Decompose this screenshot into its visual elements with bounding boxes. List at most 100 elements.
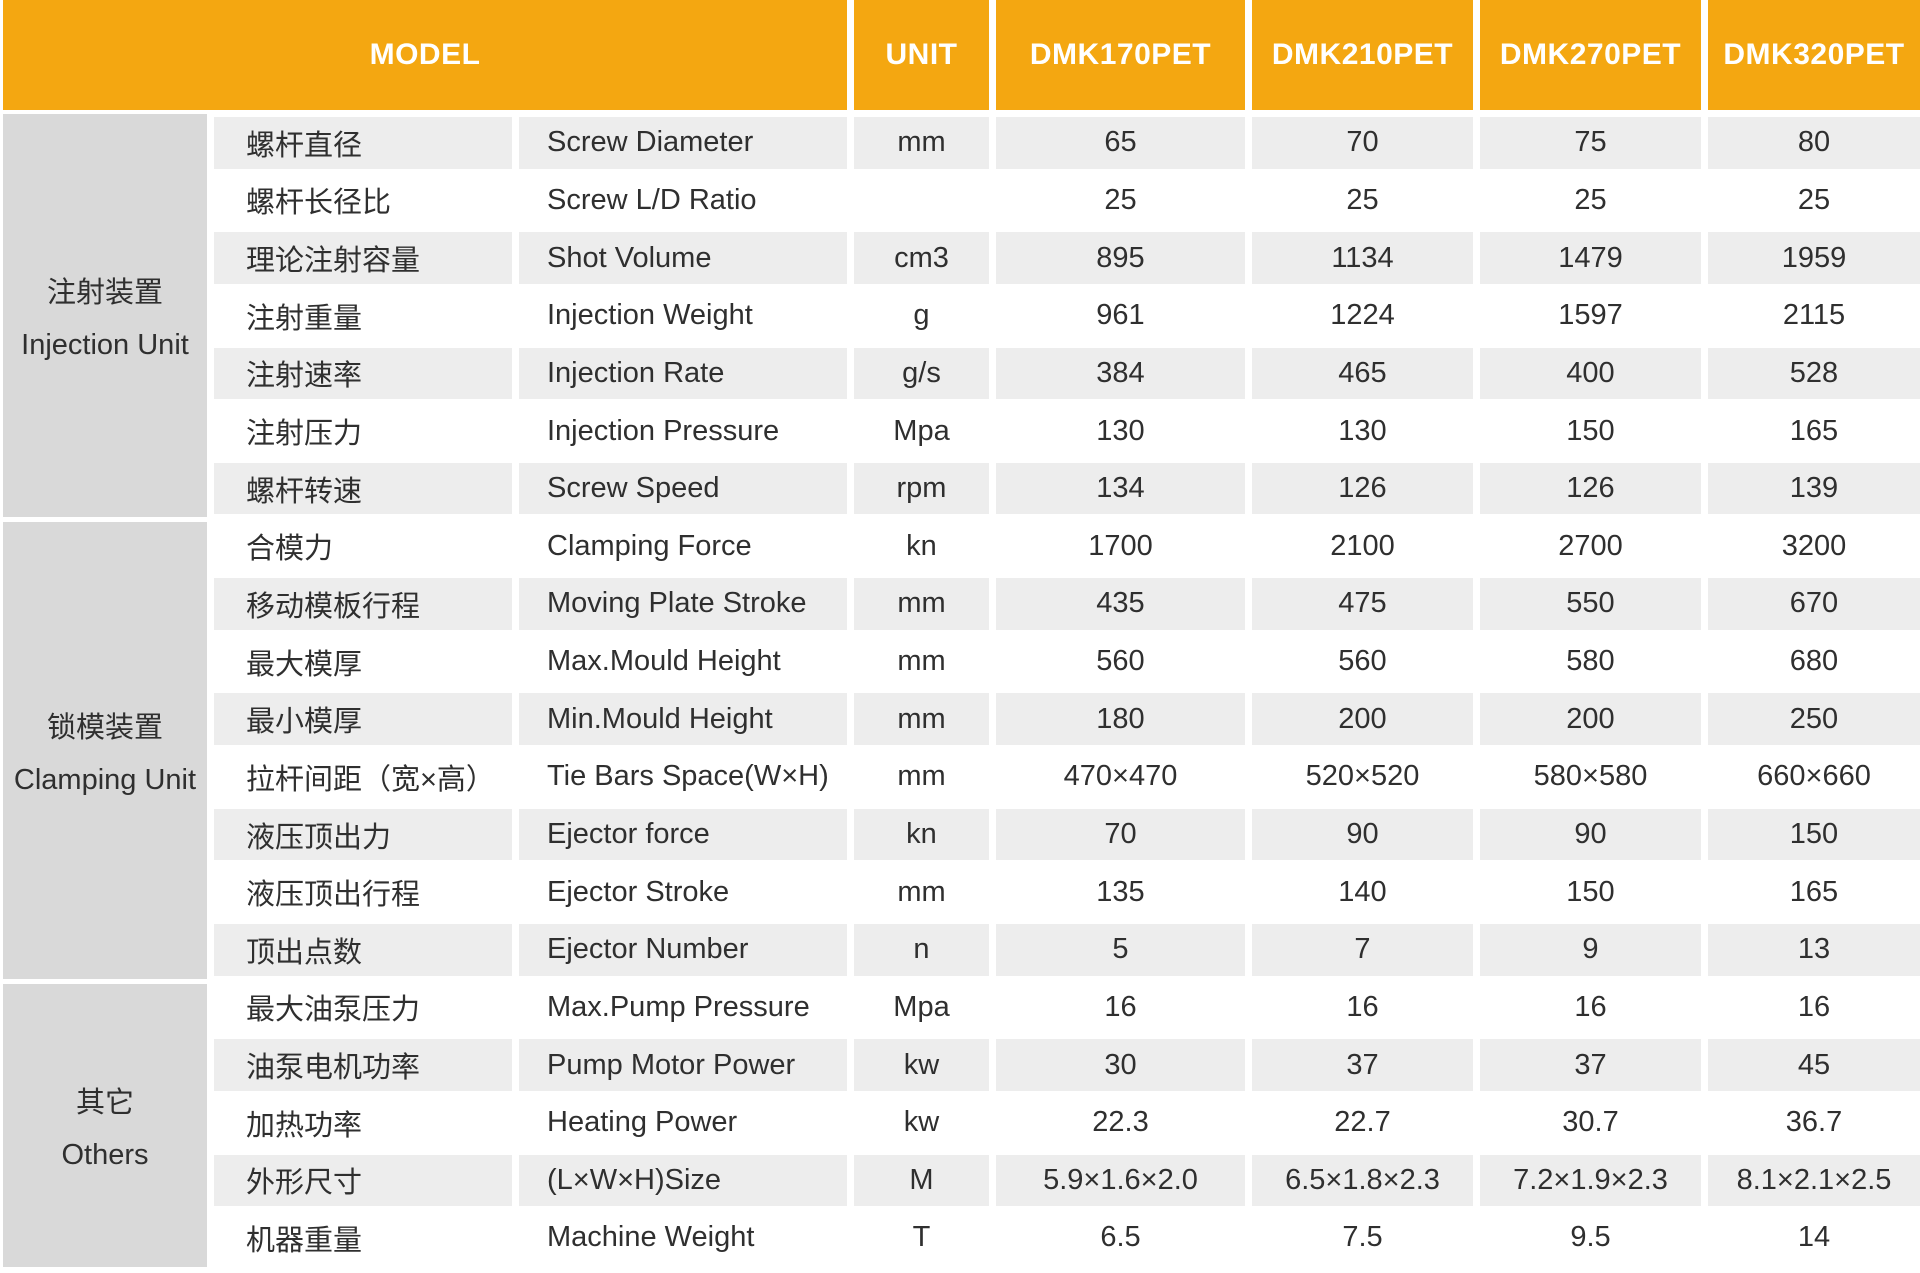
spec-unit xyxy=(854,171,989,230)
spec-unit: g/s xyxy=(854,344,989,403)
spec-name-cn: 移动模板行程 xyxy=(214,575,512,633)
spec-value: 16 xyxy=(1252,978,1473,1037)
spec-unit: kw xyxy=(854,1093,989,1152)
section-clamping-unit: 锁模装置 Clamping Unit xyxy=(3,517,207,979)
spec-value: 2115 xyxy=(1708,286,1920,345)
spec-unit: n xyxy=(854,920,989,979)
spec-unit: kn xyxy=(854,805,989,864)
spec-value: 1224 xyxy=(1252,286,1473,345)
spec-name-cn: 最小模厚 xyxy=(214,690,512,749)
spec-value: 135 xyxy=(996,863,1245,921)
spec-unit: Mpa xyxy=(854,402,989,460)
spec-value: 560 xyxy=(996,632,1245,691)
spec-value: 680 xyxy=(1708,632,1920,691)
spec-value: 961 xyxy=(996,286,1245,345)
spec-value: 22.7 xyxy=(1252,1093,1473,1152)
spec-value: 70 xyxy=(996,805,1245,864)
spec-unit: M xyxy=(854,1151,989,1210)
spec-value: 165 xyxy=(1708,863,1920,921)
spec-value: 550 xyxy=(1480,575,1701,633)
spec-unit: g xyxy=(854,286,989,345)
spec-value: 1479 xyxy=(1480,229,1701,287)
spec-name-cn: 注射速率 xyxy=(214,344,512,403)
spec-name-en: Screw Speed xyxy=(519,459,847,518)
spec-value: 14 xyxy=(1708,1209,1920,1267)
section-name-cn: 锁模装置 xyxy=(46,712,163,745)
spec-unit: rpm xyxy=(854,459,989,518)
spec-value: 37 xyxy=(1480,1036,1701,1094)
spec-value: 3200 xyxy=(1708,517,1920,576)
spec-value: 7.2×1.9×2.3 xyxy=(1480,1151,1701,1210)
spec-name-cn: 液压顶出行程 xyxy=(214,863,512,921)
model-header: MODEL xyxy=(3,0,847,110)
spec-value: 7.5 xyxy=(1252,1209,1473,1267)
spec-unit: kn xyxy=(854,517,989,576)
spec-value: 75 xyxy=(1480,114,1701,172)
spec-value: 1959 xyxy=(1708,229,1920,287)
spec-value: 126 xyxy=(1480,459,1701,518)
spec-name-en: Injection Weight xyxy=(519,286,847,345)
spec-value: 475 xyxy=(1252,575,1473,633)
spec-unit: mm xyxy=(854,690,989,749)
spec-value: 22.3 xyxy=(996,1093,1245,1152)
section-name-cn: 注射装置 xyxy=(46,277,163,310)
spec-value: 126 xyxy=(1252,459,1473,518)
spec-value: 670 xyxy=(1708,575,1920,633)
spec-value: 200 xyxy=(1252,690,1473,749)
spec-value: 580×580 xyxy=(1480,748,1701,806)
spec-value: 13 xyxy=(1708,920,1920,979)
spec-name-en: Pump Motor Power xyxy=(519,1036,847,1094)
spec-value: 25 xyxy=(1480,171,1701,230)
spec-value: 8.1×2.1×2.5 xyxy=(1708,1151,1920,1210)
spec-value: 528 xyxy=(1708,344,1920,403)
spec-name-cn: 理论注射容量 xyxy=(214,229,512,287)
spec-name-cn: 螺杆长径比 xyxy=(214,171,512,230)
spec-value: 36.7 xyxy=(1708,1093,1920,1152)
spec-name-en: Ejector force xyxy=(519,805,847,864)
section-others: 其它 Others xyxy=(3,978,207,1267)
spec-name-cn: 机器重量 xyxy=(214,1209,512,1267)
spec-name-cn: 注射压力 xyxy=(214,402,512,460)
spec-value: 16 xyxy=(1480,978,1701,1037)
spec-name-en: Screw Diameter xyxy=(519,114,847,172)
section-name-en: Others xyxy=(61,1138,149,1171)
spec-unit: mm xyxy=(854,748,989,806)
spec-value: 90 xyxy=(1252,805,1473,864)
spec-value: 580 xyxy=(1480,632,1701,691)
spec-value: 130 xyxy=(1252,402,1473,460)
spec-name-en: Tie Bars Space(W×H) xyxy=(519,748,847,806)
spec-name-en: Shot Volume xyxy=(519,229,847,287)
spec-value: 150 xyxy=(1708,805,1920,864)
spec-name-en: Min.Mould Height xyxy=(519,690,847,749)
spec-name-cn: 合模力 xyxy=(214,517,512,576)
spec-value: 180 xyxy=(996,690,1245,749)
spec-name-en: Ejector Stroke xyxy=(519,863,847,921)
spec-value: 7 xyxy=(1252,920,1473,979)
spec-name-en: Max.Mould Height xyxy=(519,632,847,691)
spec-name-en: Injection Rate xyxy=(519,344,847,403)
spec-value: 250 xyxy=(1708,690,1920,749)
spec-value: 25 xyxy=(996,171,1245,230)
spec-value: 139 xyxy=(1708,459,1920,518)
spec-name-cn: 油泵电机功率 xyxy=(214,1036,512,1094)
spec-name-en: Screw L/D Ratio xyxy=(519,171,847,230)
spec-value: 80 xyxy=(1708,114,1920,172)
spec-value: 130 xyxy=(996,402,1245,460)
spec-value: 384 xyxy=(996,344,1245,403)
spec-value: 30 xyxy=(996,1036,1245,1094)
spec-name-en: Heating Power xyxy=(519,1093,847,1152)
spec-value: 560 xyxy=(1252,632,1473,691)
spec-name-en: Ejector Number xyxy=(519,920,847,979)
spec-value: 1700 xyxy=(996,517,1245,576)
spec-name-cn: 螺杆直径 xyxy=(214,114,512,172)
spec-value: 165 xyxy=(1708,402,1920,460)
spec-value: 16 xyxy=(996,978,1245,1037)
spec-name-cn: 顶出点数 xyxy=(214,920,512,979)
spec-name-cn: 最大油泵压力 xyxy=(214,978,512,1037)
model-column-header-dmk170pet: DMK170PET xyxy=(996,0,1245,110)
spec-value: 16 xyxy=(1708,978,1920,1037)
section-name-en: Injection Unit xyxy=(21,329,189,362)
section-name-en: Clamping Unit xyxy=(13,764,197,797)
spec-name-en: (L×W×H)Size xyxy=(519,1151,847,1210)
